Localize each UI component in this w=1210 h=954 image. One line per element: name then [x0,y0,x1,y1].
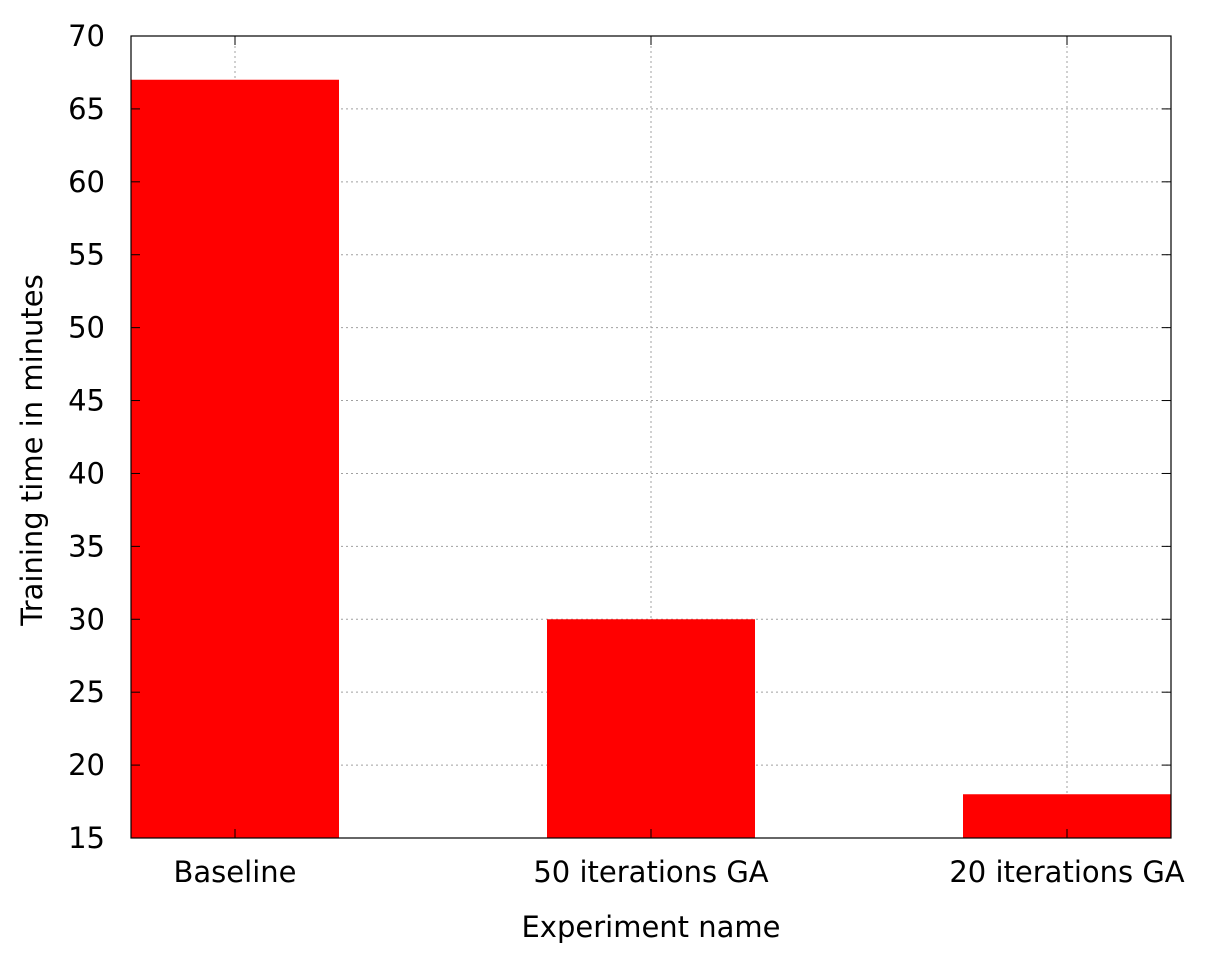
x-tick-label: Baseline [174,855,297,889]
plot-frame [130,35,1172,839]
x-tick-labels: Baseline 50 iterations GA 20 iterations GA [174,855,1185,889]
y-tick-label: 40 [68,456,105,490]
y-tick-label: 25 [68,675,105,709]
bar-50-iterations-ga [547,619,755,838]
y-tick-label: 15 [68,821,105,855]
y-tick-label: 35 [68,529,105,563]
y-tick-labels: 15 20 25 30 35 40 45 50 55 60 65 70 [68,19,105,855]
bar-baseline [131,79,339,838]
x-tick-label: 20 iterations GA [949,855,1184,889]
y-tick-label: 70 [68,19,105,53]
x-axis-title: Experiment name [521,910,780,944]
y-tick-label: 60 [68,165,105,199]
y-axis-title: Training time in minutes [15,274,49,626]
y-tick-label: 30 [68,602,105,636]
y-tick-label: 45 [68,384,105,418]
grid-layer [131,36,1171,838]
y-tick-label: 65 [68,92,105,126]
y-tick-label: 55 [68,238,105,272]
x-tick-label: 50 iterations GA [533,855,768,889]
y-tick-label: 50 [68,311,105,345]
bar-layer [131,79,1171,838]
y-tick-label: 20 [68,748,105,782]
